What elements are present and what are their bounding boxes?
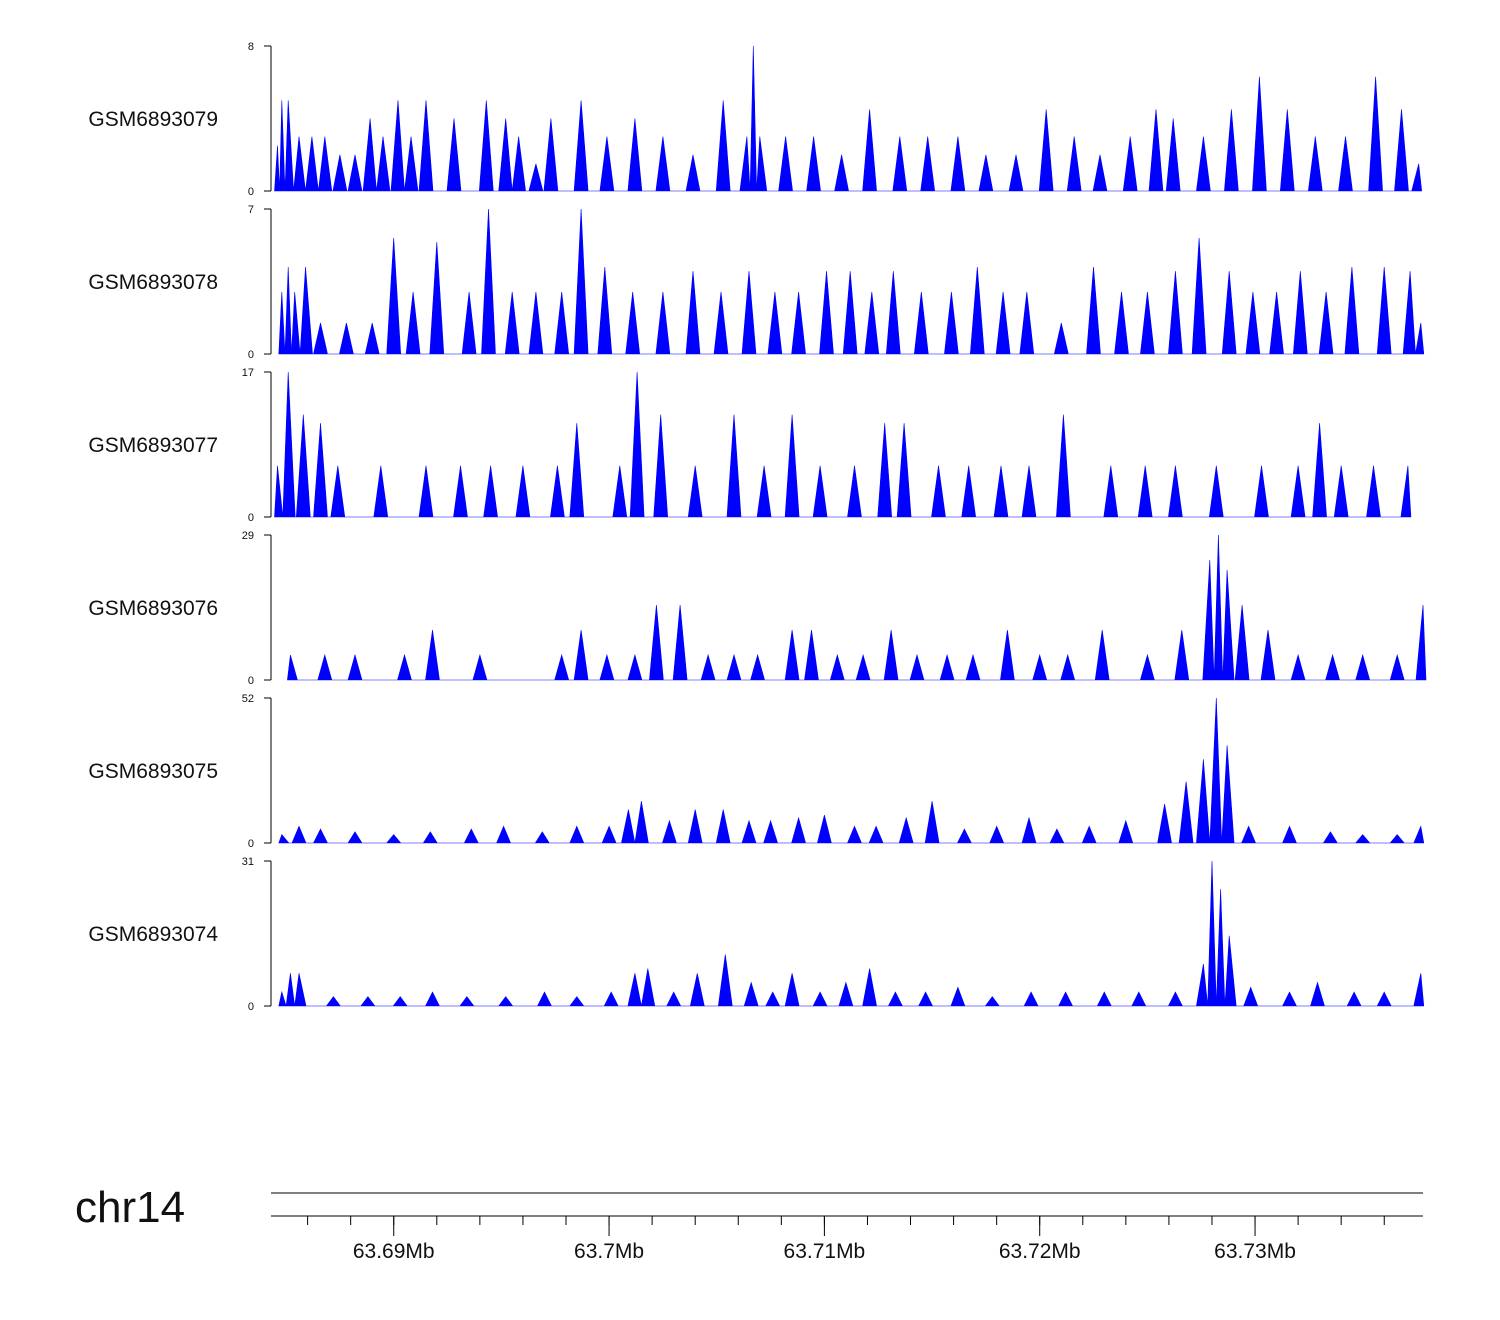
track-GSM6893076: GSM6893076 29 0 xyxy=(88,530,1427,687)
y-max-label: 17 xyxy=(242,367,254,379)
track-label: GSM6893075 xyxy=(88,760,218,783)
y-min-label: 0 xyxy=(248,186,254,198)
y-max-label: 31 xyxy=(242,856,254,868)
coverage-area-GSM6893075 xyxy=(278,697,1425,844)
y-max-label: 52 xyxy=(242,693,254,705)
y-max-label: 29 xyxy=(242,530,254,542)
track-label: GSM6893074 xyxy=(88,923,218,946)
track-label: GSM6893078 xyxy=(88,271,218,294)
chromosome-label: chr14 xyxy=(75,1183,185,1232)
x-tick-label: 63.71Mb xyxy=(784,1240,866,1263)
track-label: GSM6893076 xyxy=(88,597,218,620)
x-tick-label: 63.7Mb xyxy=(574,1240,644,1263)
track-GSM6893075: GSM6893075 52 0 xyxy=(88,693,1425,850)
chromosome-axis: chr14 63.69Mb 63.7Mb 63.71Mb 63.72Mb 63.73Mb xyxy=(75,1183,1423,1263)
x-tick-label: 63.69Mb xyxy=(353,1240,435,1263)
track-label: GSM6893077 xyxy=(88,434,218,457)
y-min-label: 0 xyxy=(248,349,254,361)
track-GSM6893074: GSM6893074 31 0 xyxy=(88,856,1425,1013)
y-max-label: 8 xyxy=(248,41,254,53)
y-max-label: 7 xyxy=(248,204,254,216)
y-min-label: 0 xyxy=(248,838,254,850)
track-GSM6893078: GSM6893078 7 0 xyxy=(88,204,1425,361)
track-GSM6893077: GSM6893077 17 0 xyxy=(88,367,1412,524)
coverage-area-GSM6893074 xyxy=(278,860,1425,1007)
coverage-area-GSM6893078 xyxy=(278,208,1425,355)
coverage-area-GSM6893076 xyxy=(287,534,1427,681)
y-min-label: 0 xyxy=(248,1001,254,1013)
x-tick-label: 63.72Mb xyxy=(999,1240,1081,1263)
coverage-area-GSM6893079 xyxy=(274,45,1423,192)
tracks-group: GSM689307980GSM689307870GSM6893077170GSM… xyxy=(88,41,1427,1013)
y-min-label: 0 xyxy=(248,512,254,524)
track-label: GSM6893079 xyxy=(88,108,218,131)
x-ticks: 63.69Mb 63.7Mb 63.71Mb 63.72Mb 63.73Mb xyxy=(307,1216,1385,1263)
x-tick-label: 63.73Mb xyxy=(1214,1240,1296,1263)
coverage-area-GSM6893077 xyxy=(274,371,1412,518)
y-min-label: 0 xyxy=(248,675,254,687)
track-GSM6893079: GSM6893079 8 0 xyxy=(88,41,1423,198)
